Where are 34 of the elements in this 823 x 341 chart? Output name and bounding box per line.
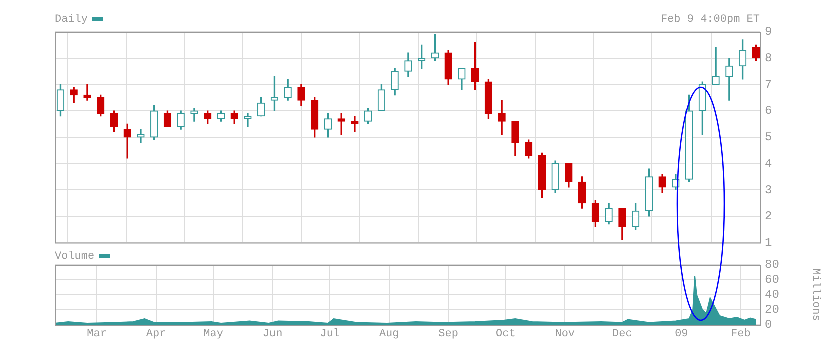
y-tick-label: 60 (765, 273, 780, 288)
candlestick (712, 47, 720, 86)
text: Feb 9 4:00pm ET (660, 14, 760, 27)
legend-label: Volume (55, 251, 95, 263)
y-tick-label: 0 (765, 318, 772, 332)
x-tick-label: 09 (675, 328, 688, 341)
y-tick-label: 7 (765, 78, 772, 92)
x-tick-label: Jul (320, 328, 340, 341)
candlestick (498, 100, 506, 136)
x-tick-label: Aug (379, 328, 400, 341)
y-tick-label: 80 (765, 258, 780, 272)
y-tick-label: 20 (765, 303, 780, 318)
y-tick-label: 9 (765, 25, 772, 40)
x-tick-label: Feb (730, 328, 751, 341)
y-axis-title: Millions (809, 268, 822, 322)
x-tick-label: May (204, 328, 224, 341)
x-tick-label: Sep (438, 328, 458, 341)
x-tick-label: Nov (555, 328, 576, 341)
x-tick-label: Mar (87, 328, 107, 341)
y-tick-label: 2 (765, 210, 772, 224)
x-tick-label: Dec (612, 328, 632, 341)
x-tick-label: Oct (496, 328, 516, 341)
x-tick-label: Apr (146, 328, 166, 341)
y-tick-label: 3 (765, 183, 772, 198)
x-tick-label: Jun (262, 328, 283, 341)
y-tick-label: 6 (765, 104, 772, 118)
y-tick-label: 8 (765, 52, 772, 66)
y-tick-label: 1 (765, 236, 772, 250)
legend-label: Daily (55, 14, 88, 26)
y-tick-label: 40 (765, 288, 780, 302)
candlestick (190, 108, 198, 122)
y-tick-label: 5 (765, 130, 772, 145)
candlestick (726, 58, 734, 101)
y-tick-label: 4 (765, 156, 772, 171)
